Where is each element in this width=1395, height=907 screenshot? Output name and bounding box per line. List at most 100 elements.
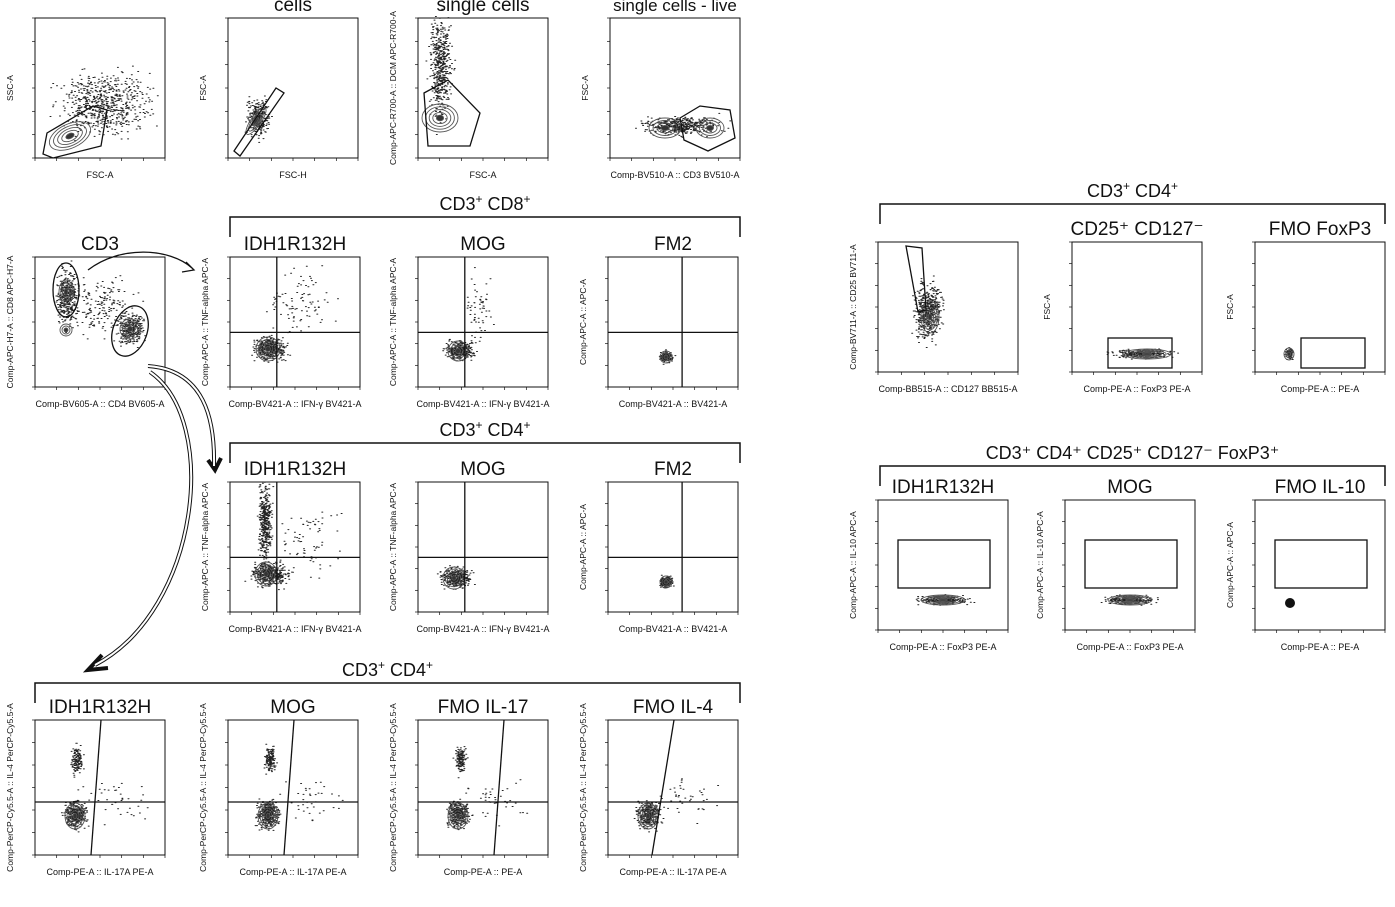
density-contour bbox=[663, 354, 669, 360]
density-contour bbox=[428, 109, 452, 127]
density-contour bbox=[66, 805, 84, 827]
event-dots bbox=[269, 511, 343, 579]
x-axis-label: FSC-A bbox=[470, 170, 497, 180]
density-contour bbox=[68, 807, 82, 825]
density-contour bbox=[656, 122, 674, 134]
il10-gate bbox=[1274, 539, 1368, 589]
plot-frame bbox=[1064, 499, 1196, 631]
x-axis-label: Comp-PE-A :: IL-17A PE-A bbox=[46, 867, 153, 877]
plot-content bbox=[52, 260, 149, 357]
density-contour bbox=[48, 121, 92, 151]
density-contour bbox=[72, 812, 78, 820]
x-axis-label: Comp-BV421-A :: IFN-γ BV421-A bbox=[228, 624, 361, 634]
cd4-gate bbox=[111, 305, 149, 357]
plot-frame bbox=[607, 481, 739, 613]
plot-frame bbox=[877, 241, 1019, 373]
bracket-right-cd3-cd4: CD3+ CD4+ bbox=[879, 179, 1386, 224]
density-contour bbox=[661, 352, 671, 362]
panel-title: MOG bbox=[460, 234, 505, 255]
x-axis-label: Comp-PE-A :: PE-A bbox=[1281, 384, 1360, 394]
y-axis-label: FSC-A bbox=[1042, 294, 1052, 320]
plot-frame bbox=[227, 719, 359, 856]
density-contour bbox=[641, 807, 655, 825]
bracket-treg-foxp3: CD3⁺ CD4⁺ CD25⁺ CD127⁻ FoxP3⁺ bbox=[879, 443, 1386, 486]
foxp3-gate bbox=[1300, 337, 1366, 369]
density-contour bbox=[695, 117, 725, 139]
density-contour bbox=[265, 812, 271, 820]
bracket-label: CD3+ CD4+ bbox=[1087, 179, 1178, 201]
y-axis-label: Comp-APC-A :: APC-A bbox=[578, 504, 588, 590]
density-contour bbox=[250, 113, 262, 129]
panel-title: FMO IL-10 bbox=[1275, 477, 1366, 498]
density-contour bbox=[659, 575, 673, 589]
density-contour bbox=[920, 300, 940, 334]
x-axis-label: Comp-PE-A :: FoxP3 PE-A bbox=[1083, 384, 1190, 394]
event-dots bbox=[425, 8, 457, 135]
density-contour bbox=[64, 802, 86, 830]
bracket-cd3-cd8: CD3+ CD8+ bbox=[229, 192, 741, 237]
y-axis-label: Comp-APC-A :: TNF-alpha APC-A bbox=[200, 483, 210, 612]
density-contour bbox=[643, 810, 653, 822]
density-contour bbox=[245, 107, 267, 135]
density-contour bbox=[449, 573, 459, 583]
group-brackets: CD3+ CD8+ CD3+ CD4+ CD3+ CD4+ CD3+ CD4+ CD3⁺… bbox=[34, 179, 1386, 703]
x-axis-label: Comp-BV421-A :: IFN-γ BV421-A bbox=[416, 399, 549, 409]
density-contour bbox=[257, 802, 279, 830]
density-contour bbox=[446, 570, 462, 586]
y-axis-label: Comp-APC-A :: TNF-alpha APC-A bbox=[200, 258, 210, 387]
density-contour bbox=[639, 805, 657, 827]
fmo-cluster bbox=[1285, 598, 1295, 608]
x-axis-label: FSC-A bbox=[87, 170, 114, 180]
arrow-cd4-to-il-panels-inner bbox=[94, 371, 193, 666]
x-axis-label: Comp-PE-A :: PE-A bbox=[444, 867, 523, 877]
density-contour bbox=[432, 111, 448, 125]
bracket-cd3-cd4: CD3+ CD4+ bbox=[229, 418, 741, 463]
density-contour bbox=[933, 597, 953, 603]
x-axis-label: FSC-H bbox=[279, 170, 307, 180]
y-axis-label: SSC-A bbox=[5, 75, 15, 101]
bracket-label: CD3⁺ CD4⁺ CD25⁺ CD127⁻ FoxP3⁺ bbox=[986, 443, 1280, 463]
y-axis-label: Comp-APC-A :: APC-A bbox=[578, 279, 588, 365]
y-axis-label: FSC-A bbox=[580, 75, 590, 101]
plot-content bbox=[230, 257, 360, 387]
panel-title: cells bbox=[274, 0, 312, 16]
panel-title: CD3 bbox=[81, 234, 119, 255]
il17-gate-vertical bbox=[493, 719, 505, 856]
plot-content bbox=[608, 257, 738, 387]
y-axis-label: Comp-APC-A :: IL-10 APC-A bbox=[1035, 511, 1045, 619]
density-contour bbox=[262, 343, 274, 355]
gate-polygon bbox=[423, 79, 481, 147]
treg-gate bbox=[905, 245, 927, 313]
density-contour bbox=[259, 805, 277, 827]
event-dots bbox=[256, 481, 275, 573]
x-axis-label: Comp-PE-A :: IL-17A PE-A bbox=[239, 867, 346, 877]
plot-frame bbox=[607, 719, 739, 856]
density-contour bbox=[59, 323, 73, 337]
panel-title: FMO IL-4 bbox=[633, 697, 714, 718]
panel-title: MOG bbox=[270, 697, 315, 718]
panel-fsc-ssc: FSC-A SSC-A bbox=[5, 17, 166, 180]
density-contour bbox=[661, 577, 671, 587]
density-contour bbox=[706, 125, 714, 131]
gate-polygon bbox=[233, 87, 285, 157]
il10-gate bbox=[897, 539, 991, 589]
density-contour bbox=[263, 810, 273, 822]
x-axis-label: Comp-PE-A :: PE-A bbox=[1281, 642, 1360, 652]
bracket-line bbox=[34, 682, 741, 703]
density-contour bbox=[1125, 598, 1135, 602]
x-axis-label: Comp-BV605-A :: CD4 BV605-A bbox=[35, 399, 164, 409]
density-contour bbox=[659, 350, 673, 364]
x-axis-label: Comp-BV510-A :: CD3 BV510-A bbox=[610, 170, 739, 180]
event-dots bbox=[466, 267, 495, 342]
density-contour bbox=[924, 306, 936, 328]
panel-title: MOG bbox=[1107, 477, 1152, 498]
panel-title: FMO FoxP3 bbox=[1269, 219, 1371, 240]
plot-content bbox=[1274, 539, 1368, 608]
plot-content bbox=[418, 257, 548, 387]
density-contour bbox=[122, 321, 138, 337]
